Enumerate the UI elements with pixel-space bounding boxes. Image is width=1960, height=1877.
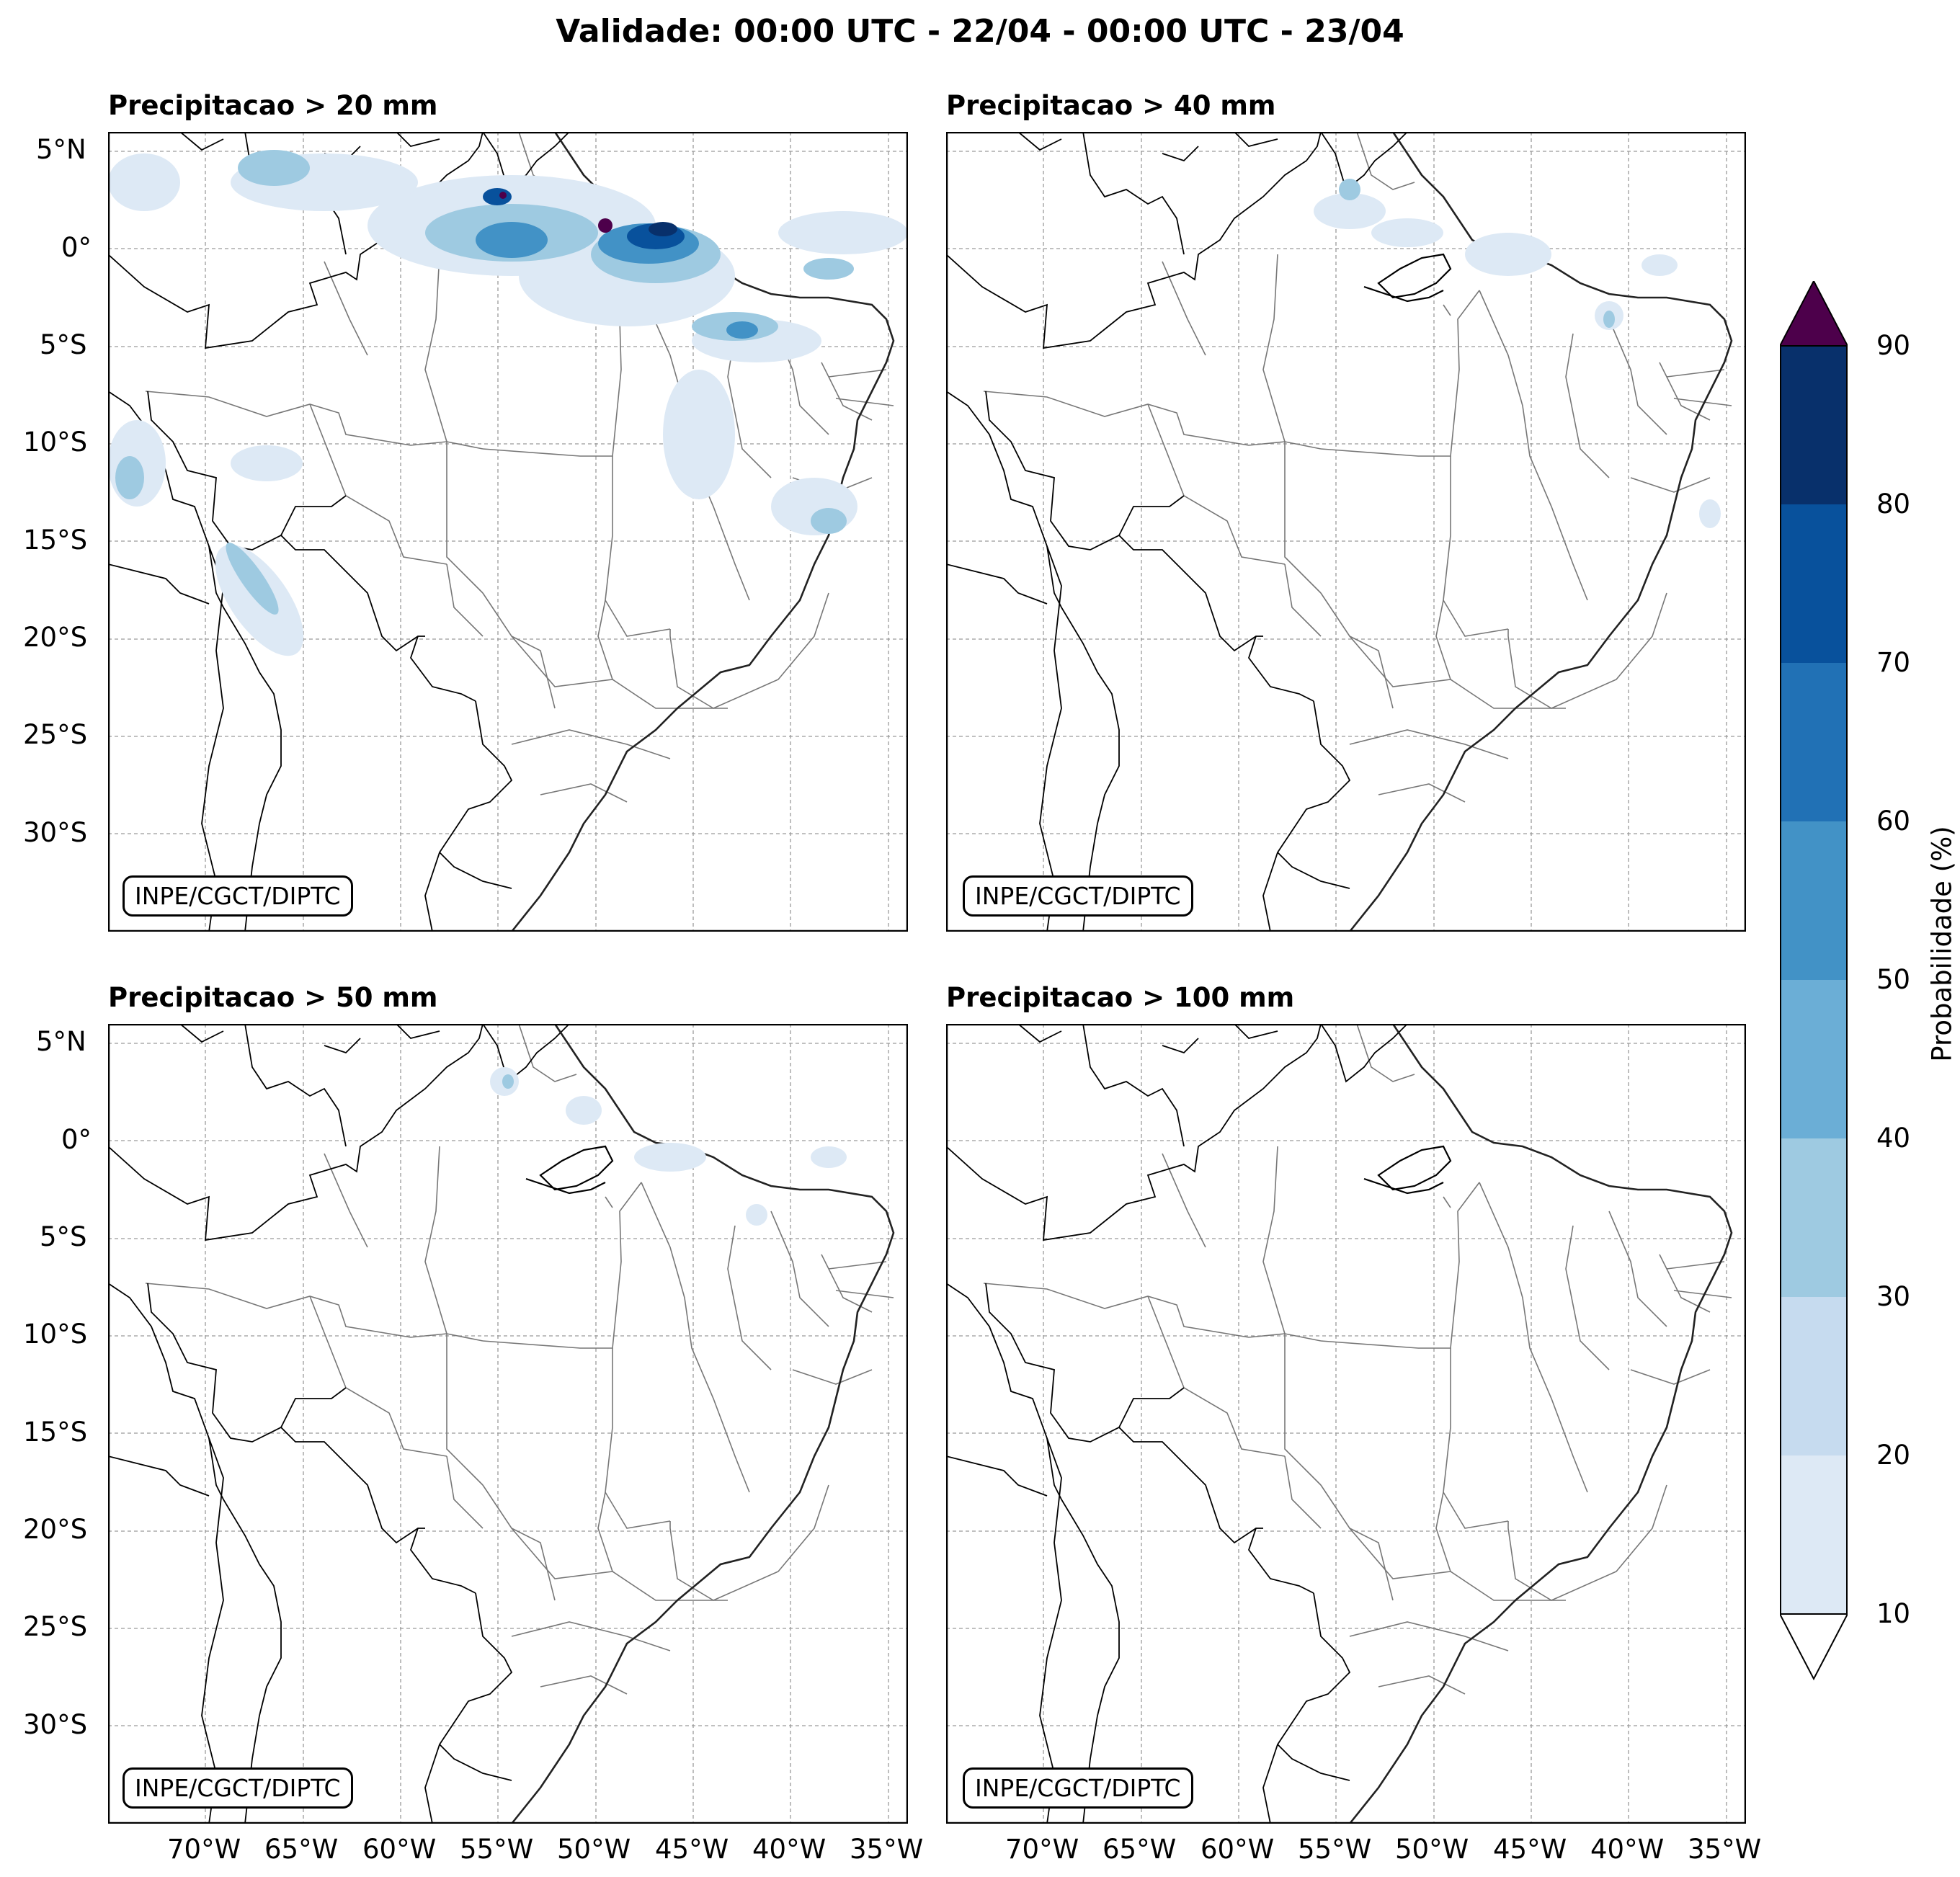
lat-tick: 30°S: [23, 817, 88, 848]
colorbar-segment: [1780, 1138, 1848, 1297]
colorbar-tick: 70: [1876, 647, 1911, 678]
colorbar-tick: 90: [1876, 330, 1911, 361]
lon-tick: 40°W: [752, 1834, 827, 1865]
credit-label: INPE/CGCT/DIPTC: [122, 875, 353, 917]
map-panel-40mm: [946, 132, 1746, 932]
panel-title-50mm: Precipitacao > 50 mm: [108, 982, 438, 1013]
map-panel-20mm: [108, 132, 908, 932]
lat-tick: 20°S: [23, 1514, 88, 1545]
lon-tick: 70°W: [1005, 1834, 1079, 1865]
lat-tick: 20°S: [23, 622, 88, 653]
colorbar-tick: 10: [1876, 1598, 1911, 1629]
panel-title-100mm: Precipitacao > 100 mm: [946, 982, 1295, 1013]
credit-label: INPE/CGCT/DIPTC: [122, 1767, 353, 1809]
colorbar-segment: [1780, 663, 1848, 821]
colorbar-tick: 60: [1876, 806, 1911, 837]
lat-tick: 10°S: [23, 427, 88, 458]
lon-tick: 60°W: [362, 1834, 437, 1865]
lon-tick: 65°W: [1102, 1834, 1177, 1865]
colorbar-under-arrow: [1780, 1613, 1848, 1681]
colorbar-segment: [1780, 346, 1848, 504]
lon-tick: 40°W: [1590, 1834, 1665, 1865]
lon-tick: 45°W: [1493, 1834, 1567, 1865]
map-panel-100mm: [946, 1024, 1746, 1824]
colorbar-tick: 50: [1876, 964, 1911, 995]
lat-tick: 0°: [61, 1124, 92, 1155]
colorbar-label: Probabilidade (%): [1926, 826, 1958, 1062]
figure-title: Validade: 00:00 UTC - 22/04 - 00:00 UTC …: [556, 13, 1404, 50]
colorbar-tick: 20: [1876, 1440, 1911, 1471]
lat-tick: 5°N: [36, 134, 86, 165]
colorbar-tick: 30: [1876, 1281, 1911, 1312]
panel-title-40mm: Precipitacao > 40 mm: [946, 90, 1276, 121]
probability-field-20mm: [108, 150, 908, 656]
lon-tick: 65°W: [264, 1834, 339, 1865]
probability-field-50mm: [490, 1067, 847, 1226]
lat-tick: 5°N: [36, 1026, 86, 1057]
lat-tick: 30°S: [23, 1709, 88, 1740]
colorbar-segment: [1780, 821, 1848, 980]
panel-title-20mm: Precipitacao > 20 mm: [108, 90, 438, 121]
lon-tick: 60°W: [1200, 1834, 1275, 1865]
lon-tick: 50°W: [557, 1834, 631, 1865]
lon-tick: 70°W: [167, 1834, 241, 1865]
colorbar-tick: 40: [1876, 1123, 1911, 1154]
lon-tick: 35°W: [1688, 1834, 1762, 1865]
map-panel-50mm: [108, 1024, 908, 1824]
colorbar: [1780, 281, 1848, 1681]
lat-tick: 5°S: [40, 329, 87, 360]
colorbar-segment: [1780, 1297, 1848, 1455]
lon-tick: 50°W: [1395, 1834, 1469, 1865]
credit-label: INPE/CGCT/DIPTC: [963, 875, 1193, 917]
colorbar-over-arrow: [1780, 281, 1848, 347]
colorbar-tick: 80: [1876, 489, 1911, 520]
lon-tick: 35°W: [850, 1834, 924, 1865]
lon-tick: 45°W: [655, 1834, 729, 1865]
lat-tick: 5°S: [40, 1221, 87, 1252]
lat-tick: 25°S: [23, 719, 88, 750]
colorbar-segment: [1780, 504, 1848, 663]
colorbar-segments: [1780, 346, 1848, 1614]
colorbar-segment: [1780, 980, 1848, 1138]
lat-tick: 10°S: [23, 1319, 88, 1350]
colorbar-segment: [1780, 1455, 1848, 1614]
lat-tick: 0°: [61, 232, 92, 263]
lat-tick: 15°S: [23, 525, 88, 556]
lon-tick: 55°W: [1298, 1834, 1372, 1865]
lat-tick: 15°S: [23, 1417, 88, 1448]
probability-field-40mm: [1314, 193, 1721, 528]
lon-tick: 55°W: [460, 1834, 534, 1865]
lat-tick: 25°S: [23, 1611, 88, 1642]
credit-label: INPE/CGCT/DIPTC: [963, 1767, 1193, 1809]
